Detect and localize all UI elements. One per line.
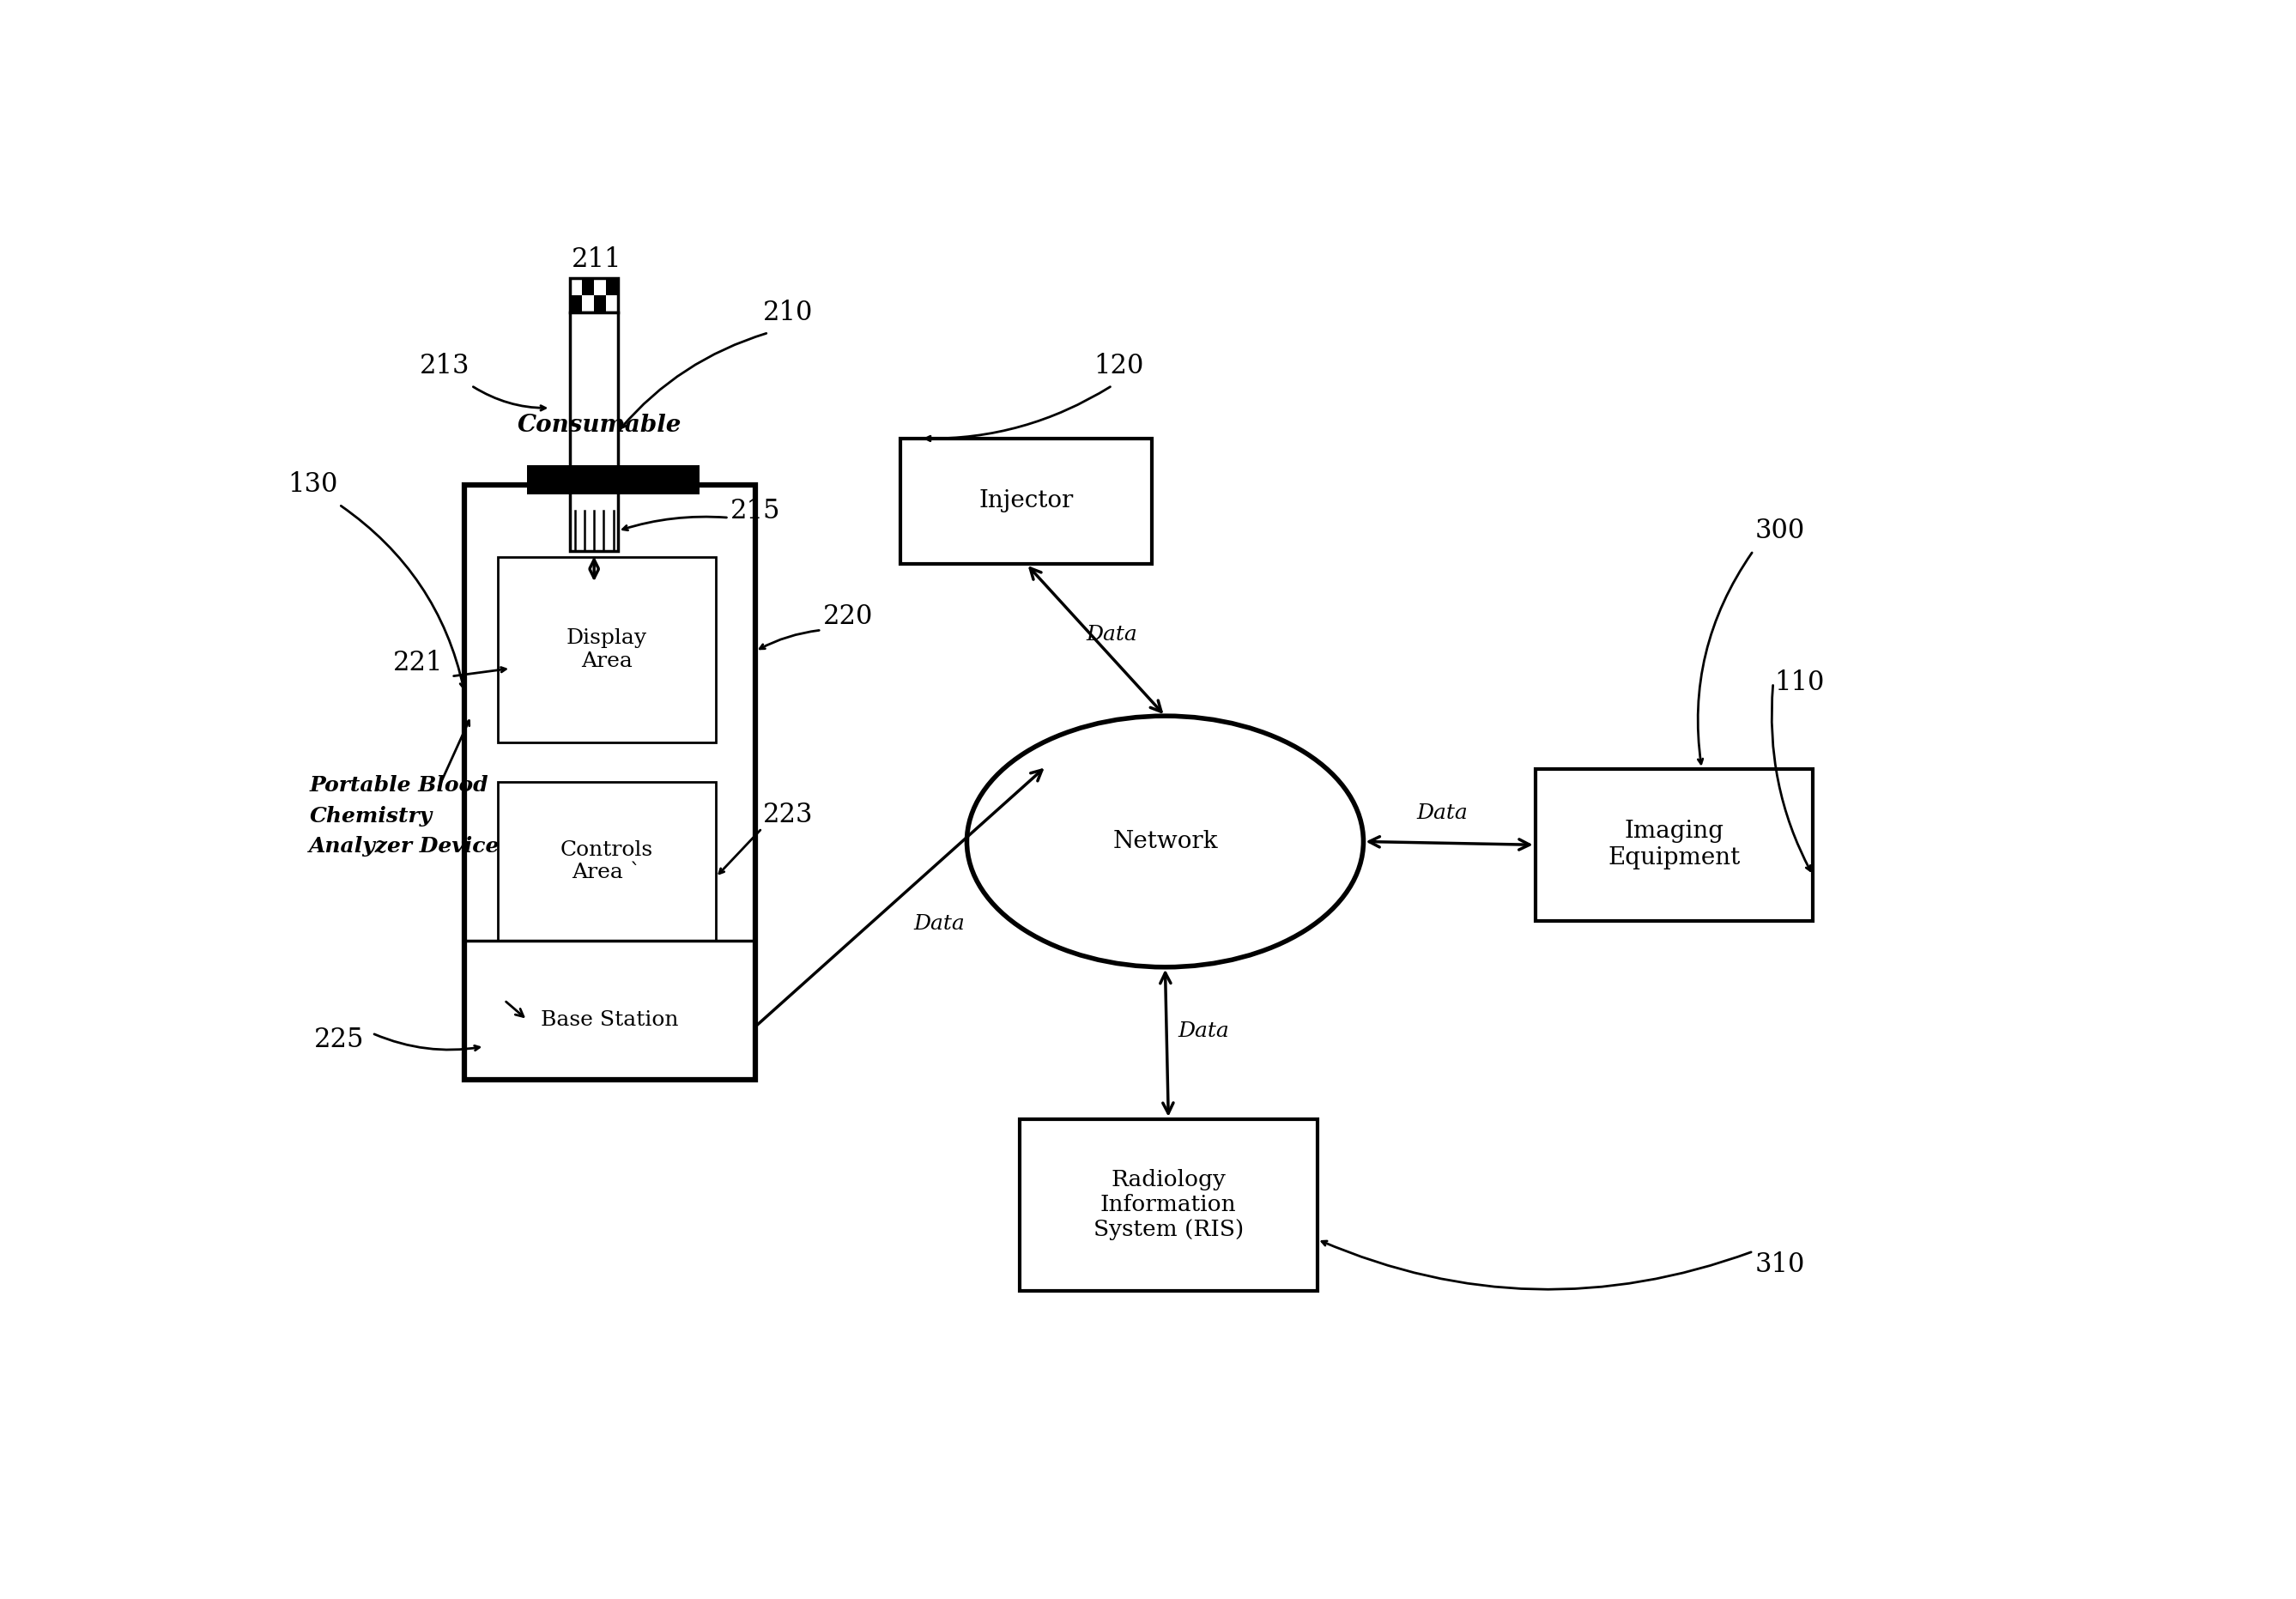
- Bar: [1019, 1119, 1318, 1290]
- Text: Imaging
Equipment: Imaging Equipment: [1607, 820, 1740, 870]
- Bar: [595, 278, 606, 296]
- Text: 211: 211: [572, 246, 622, 273]
- Text: 225: 225: [315, 1027, 365, 1054]
- Text: Display
Area: Display Area: [567, 628, 647, 672]
- Text: 213: 213: [420, 352, 471, 379]
- Text: Network: Network: [1114, 830, 1217, 854]
- Bar: [606, 278, 618, 296]
- Bar: [498, 558, 716, 742]
- Text: Radiology
Information
System (RIS): Radiology Information System (RIS): [1093, 1169, 1244, 1241]
- Bar: [569, 296, 583, 313]
- Bar: [569, 278, 583, 296]
- Text: 223: 223: [762, 801, 813, 828]
- Text: Consumable: Consumable: [517, 414, 682, 437]
- Text: 120: 120: [1093, 352, 1143, 379]
- Text: Data: Data: [1178, 1022, 1231, 1041]
- Text: 220: 220: [822, 603, 872, 630]
- Bar: [583, 296, 595, 313]
- Text: 221: 221: [393, 649, 443, 676]
- Bar: [528, 465, 700, 494]
- Text: Controls
Area `: Controls Area `: [560, 839, 652, 883]
- Text: Data: Data: [914, 915, 964, 934]
- Bar: [569, 313, 618, 550]
- Bar: [595, 296, 606, 313]
- Ellipse shape: [967, 716, 1364, 967]
- Text: 300: 300: [1754, 518, 1805, 544]
- Bar: [569, 278, 618, 313]
- Bar: [583, 278, 595, 296]
- Bar: [498, 782, 716, 940]
- Text: Data: Data: [1086, 625, 1137, 644]
- Text: Portable Blood
Chemistry
Analyzer Device: Portable Blood Chemistry Analyzer Device: [310, 776, 501, 857]
- Bar: [606, 296, 618, 313]
- Text: Injector: Injector: [978, 489, 1075, 513]
- Bar: [1536, 769, 1814, 921]
- Bar: [464, 484, 755, 1079]
- Text: Base Station: Base Station: [542, 1011, 680, 1030]
- Text: Data: Data: [1417, 803, 1467, 823]
- Text: 130: 130: [287, 472, 338, 497]
- Text: 310: 310: [1754, 1250, 1805, 1278]
- Text: 215: 215: [730, 497, 781, 524]
- Bar: [900, 438, 1153, 564]
- Text: 110: 110: [1775, 670, 1825, 696]
- Text: 210: 210: [762, 299, 813, 326]
